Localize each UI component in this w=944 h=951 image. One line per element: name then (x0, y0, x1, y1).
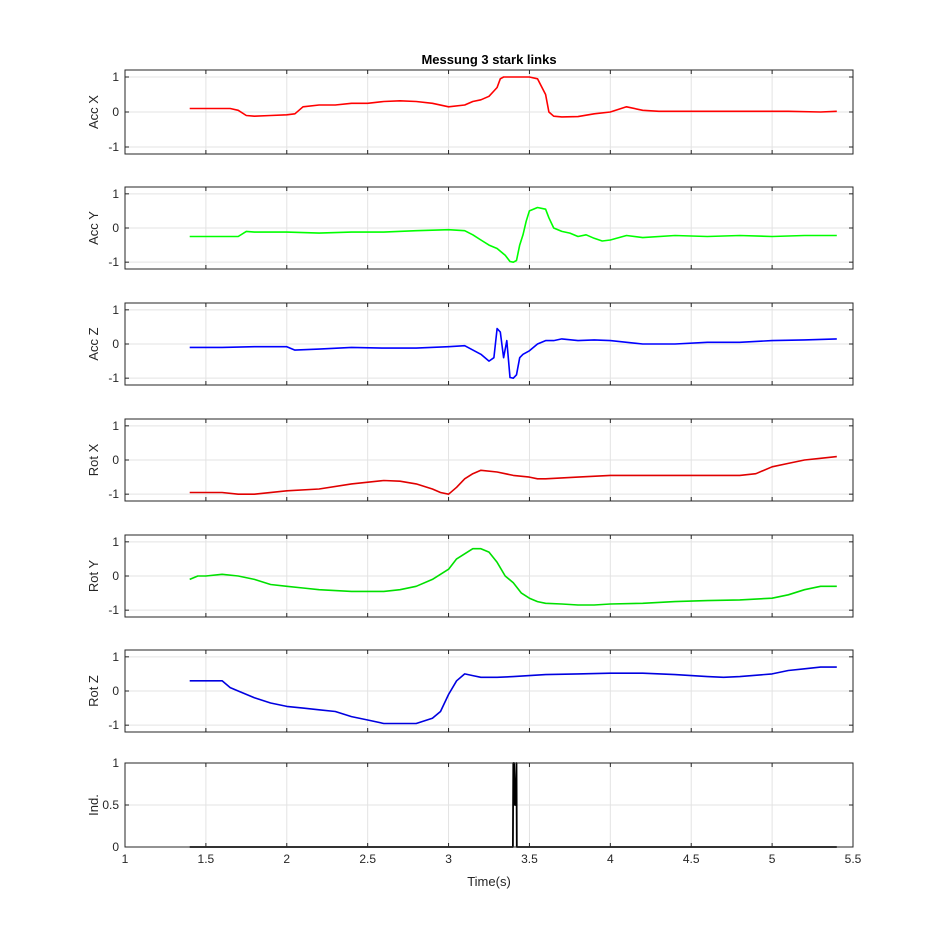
y-tick-label: 1 (112, 303, 119, 317)
subplot-7: 0 0.5 1 Ind. 1 1.5 2 2.5 3 3.5 4 4.5 5 5.5 (86, 756, 862, 866)
subplot-3: -1 0 1 Acc Z (86, 302, 854, 386)
x-tick-label: 3.5 (521, 852, 538, 866)
y-axis-label: Ind. (86, 794, 101, 816)
subplot-1: -1 0 1 Acc X (86, 69, 854, 155)
y-tick-label: 0 (112, 840, 119, 854)
series-line (189, 76, 837, 118)
x-axis-label: Time(s) (467, 874, 511, 889)
y-axis-label: Rot X (86, 443, 101, 476)
y-tick-label: 0 (112, 569, 119, 583)
y-tick-label: 1 (112, 756, 119, 770)
series-line (189, 455, 837, 496)
y-tick-label: -1 (108, 255, 119, 269)
x-tick-label: 4.5 (683, 852, 700, 866)
chart-title: Messung 3 stark links (421, 52, 556, 67)
y-axis-label: Acc Y (86, 211, 101, 245)
y-tick-label: 0 (112, 221, 119, 235)
y-tick-label: -1 (108, 487, 119, 501)
x-tick-label: 4 (607, 852, 614, 866)
y-tick-label: 0 (112, 453, 119, 467)
series-line (189, 327, 837, 380)
y-tick-label: 0.5 (102, 798, 119, 812)
y-tick-label: 1 (112, 70, 119, 84)
y-tick-label: -1 (108, 140, 119, 154)
x-tick-label: 5 (769, 852, 776, 866)
y-tick-label: 1 (112, 650, 119, 664)
series-line (189, 666, 837, 725)
x-tick-label: 3 (445, 852, 452, 866)
y-tick-label: -1 (108, 603, 119, 617)
series-line (189, 206, 837, 264)
y-tick-label: -1 (108, 718, 119, 732)
y-axis-label: Acc X (86, 95, 101, 129)
x-tick-label: 2 (283, 852, 290, 866)
series-line (189, 762, 837, 848)
y-axis-label: Acc Z (86, 327, 101, 360)
y-tick-label: 1 (112, 187, 119, 201)
y-tick-label: 0 (112, 105, 119, 119)
y-tick-label: 0 (112, 684, 119, 698)
subplot-6: -1 0 1 Rot Z (86, 649, 854, 733)
series-line (189, 547, 837, 606)
x-tick-label: 2.5 (359, 852, 376, 866)
y-tick-label: 1 (112, 419, 119, 433)
x-tick-label: 1 (122, 852, 129, 866)
subplot-4: -1 0 1 Rot X (86, 418, 854, 502)
subplot-5: -1 0 1 Rot Y (86, 534, 854, 618)
y-tick-label: -1 (108, 371, 119, 385)
y-tick-label: 0 (112, 337, 119, 351)
y-axis-label: Rot Y (86, 560, 101, 593)
y-axis-label: Rot Z (86, 675, 101, 707)
x-tick-label: 1.5 (198, 852, 215, 866)
x-tick-label: 5.5 (845, 852, 862, 866)
y-tick-label: 1 (112, 535, 119, 549)
subplot-2: -1 0 1 Acc Y (86, 186, 854, 270)
